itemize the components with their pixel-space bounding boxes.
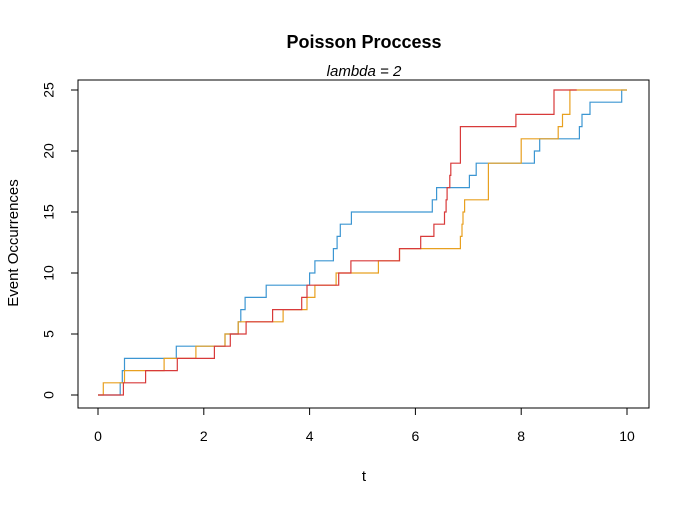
chart-title: Poisson Proccess xyxy=(286,32,441,52)
y-tick-label: 25 xyxy=(41,82,57,98)
x-axis: 0 2 4 6 8 10 xyxy=(94,407,635,444)
x-tick-label: 8 xyxy=(517,428,525,444)
x-tick-label: 2 xyxy=(200,428,208,444)
x-axis-label: t xyxy=(362,468,367,485)
y-tick-label: 10 xyxy=(41,265,57,281)
series-line-2 xyxy=(98,89,627,396)
series-line-1 xyxy=(98,89,627,396)
x-tick-label: 10 xyxy=(619,428,635,444)
y-tick-label: 20 xyxy=(41,143,57,159)
x-tick-label: 6 xyxy=(412,428,420,444)
x-tick-label: 4 xyxy=(306,428,314,444)
y-tick-label: 0 xyxy=(41,391,57,399)
chart-subtitle: lambda = 2 xyxy=(327,63,402,80)
y-tick-label: 5 xyxy=(41,330,57,338)
series-layer xyxy=(98,89,627,396)
x-tick-label: 0 xyxy=(94,428,102,444)
y-axis: 0 5 10 15 20 25 xyxy=(41,82,79,399)
series-line-3 xyxy=(98,89,577,396)
y-axis-label: Event Occurrences xyxy=(5,179,22,307)
y-tick-label: 15 xyxy=(41,204,57,220)
